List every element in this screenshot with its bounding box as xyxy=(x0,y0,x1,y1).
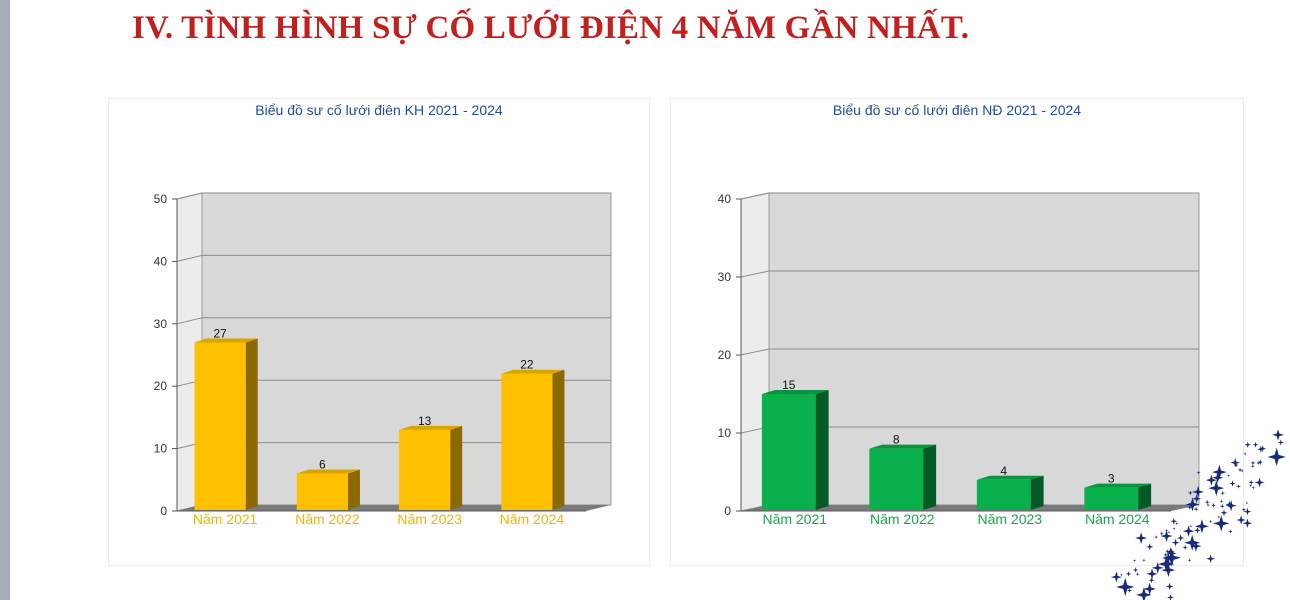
bar-side xyxy=(347,469,360,510)
decorative-stars-icon xyxy=(1110,430,1286,600)
bar-side xyxy=(245,338,258,510)
y-tick-label: 40 xyxy=(154,254,168,268)
bar-chart-kh: Biểu đồ sư cố lưới điên KH 2021 - 2024 0 1… xyxy=(154,102,612,527)
chart-title: Biểu đồ sư cố lưới điên NĐ 2021 - 2024 xyxy=(833,102,1081,118)
bar-top xyxy=(501,369,565,374)
data-label: 8 xyxy=(893,433,900,447)
bar xyxy=(296,473,348,510)
bar xyxy=(976,479,1031,510)
bar-chart-nd: Biểu đồ sư cố lưới điên NĐ 2021 - 2024 0 1… xyxy=(718,102,1200,527)
gridline xyxy=(176,192,611,200)
category-label: Năm 2022 xyxy=(870,511,935,527)
chart-panel-nd: Biểu đồ sư cố lưới điên NĐ 2021 - 2024 0 1… xyxy=(670,98,1244,566)
bar-side xyxy=(1030,475,1044,510)
data-label: 22 xyxy=(520,358,534,372)
gridline xyxy=(740,348,1199,356)
category-label: Năm 2024 xyxy=(1085,511,1150,527)
data-label: 4 xyxy=(1000,464,1007,478)
left-edge-strip xyxy=(0,0,10,600)
bar-side xyxy=(552,369,565,510)
category-label: Năm 2022 xyxy=(295,511,360,527)
category-label: Năm 2024 xyxy=(500,511,565,527)
bar-top xyxy=(869,444,937,449)
bar xyxy=(869,448,924,510)
y-tick-label: 40 xyxy=(718,192,732,206)
bar-side xyxy=(1138,483,1152,510)
bar-top xyxy=(296,469,360,474)
y-tick-label: 0 xyxy=(160,504,167,518)
gridline xyxy=(176,317,611,325)
category-label: Năm 2023 xyxy=(397,511,462,527)
gridline xyxy=(176,254,611,262)
bar-top xyxy=(976,475,1044,480)
category-label: Năm 2021 xyxy=(762,511,827,527)
category-label: Năm 2023 xyxy=(977,511,1042,527)
y-tick-label: 30 xyxy=(154,317,168,331)
data-label: 27 xyxy=(213,327,227,341)
y-tick-label: 50 xyxy=(154,192,168,206)
y-tick-label: 20 xyxy=(154,379,168,393)
bar-side xyxy=(815,390,829,510)
data-label: 15 xyxy=(782,378,796,392)
gridline xyxy=(740,270,1199,278)
category-label: Năm 2021 xyxy=(193,511,258,527)
page-title: IV. TÌNH HÌNH SỰ CỐ LƯỚI ĐIỆN 4 NĂM GẦN … xyxy=(132,10,970,46)
chart-panel-kh: Biểu đồ sư cố lưới điên KH 2021 - 2024 0 1… xyxy=(108,98,650,566)
y-tick-label: 30 xyxy=(718,270,732,284)
bar xyxy=(194,342,246,510)
bar-top xyxy=(194,338,258,343)
bar xyxy=(501,373,553,510)
gridline xyxy=(740,192,1199,200)
data-label: 6 xyxy=(319,458,326,472)
bar-top xyxy=(399,425,463,430)
bar-top xyxy=(1084,483,1152,488)
bar-top xyxy=(761,390,829,394)
data-label: 13 xyxy=(418,414,432,428)
y-tick-label: 0 xyxy=(724,504,731,518)
bar xyxy=(761,394,816,510)
bar xyxy=(399,429,451,510)
bar-side xyxy=(450,425,463,510)
bar xyxy=(1084,487,1139,510)
y-tick-label: 20 xyxy=(718,348,732,362)
y-tick-label: 10 xyxy=(154,442,168,456)
bar-side xyxy=(923,444,937,510)
data-label: 3 xyxy=(1108,472,1115,486)
chart-title: Biểu đồ sư cố lưới điên KH 2021 - 2024 xyxy=(255,102,503,118)
y-tick-label: 10 xyxy=(718,426,732,440)
